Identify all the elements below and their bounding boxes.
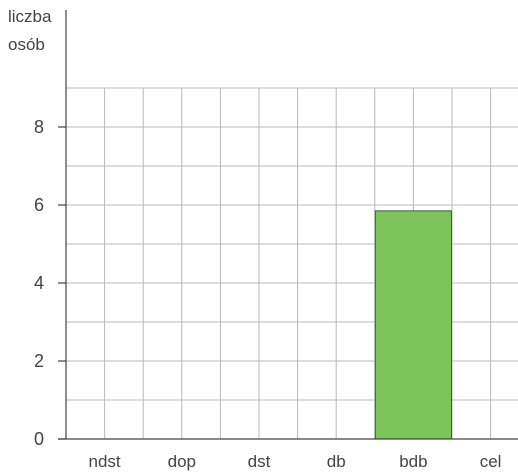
x-tick-label-ndst: ndst bbox=[89, 452, 121, 471]
x-tick-label-dop: dop bbox=[168, 452, 196, 471]
bars-layer bbox=[374, 210, 452, 440]
label-layer: liczba osób ndst dop dst db bdb cel 0 2 4 6 8 bbox=[8, 7, 501, 471]
x-tick-label-bdb: bdb bbox=[399, 452, 427, 471]
y-axis-title-line-2: osób bbox=[8, 35, 45, 54]
x-tick-label-db: db bbox=[327, 452, 346, 471]
x-tick-label-cel: cel bbox=[480, 452, 502, 471]
y-tick-label-2: 2 bbox=[34, 351, 44, 371]
y-tick-label-0: 0 bbox=[34, 429, 44, 449]
y-tick-label-4: 4 bbox=[34, 273, 44, 293]
y-tick-label-8: 8 bbox=[34, 117, 44, 137]
x-tick-label-dst: dst bbox=[248, 452, 271, 471]
y-axis-title-line-1: liczba bbox=[8, 7, 52, 26]
y-tick-label-6: 6 bbox=[34, 195, 44, 215]
bar-bdb bbox=[374, 210, 452, 440]
axis-layer bbox=[58, 10, 518, 440]
